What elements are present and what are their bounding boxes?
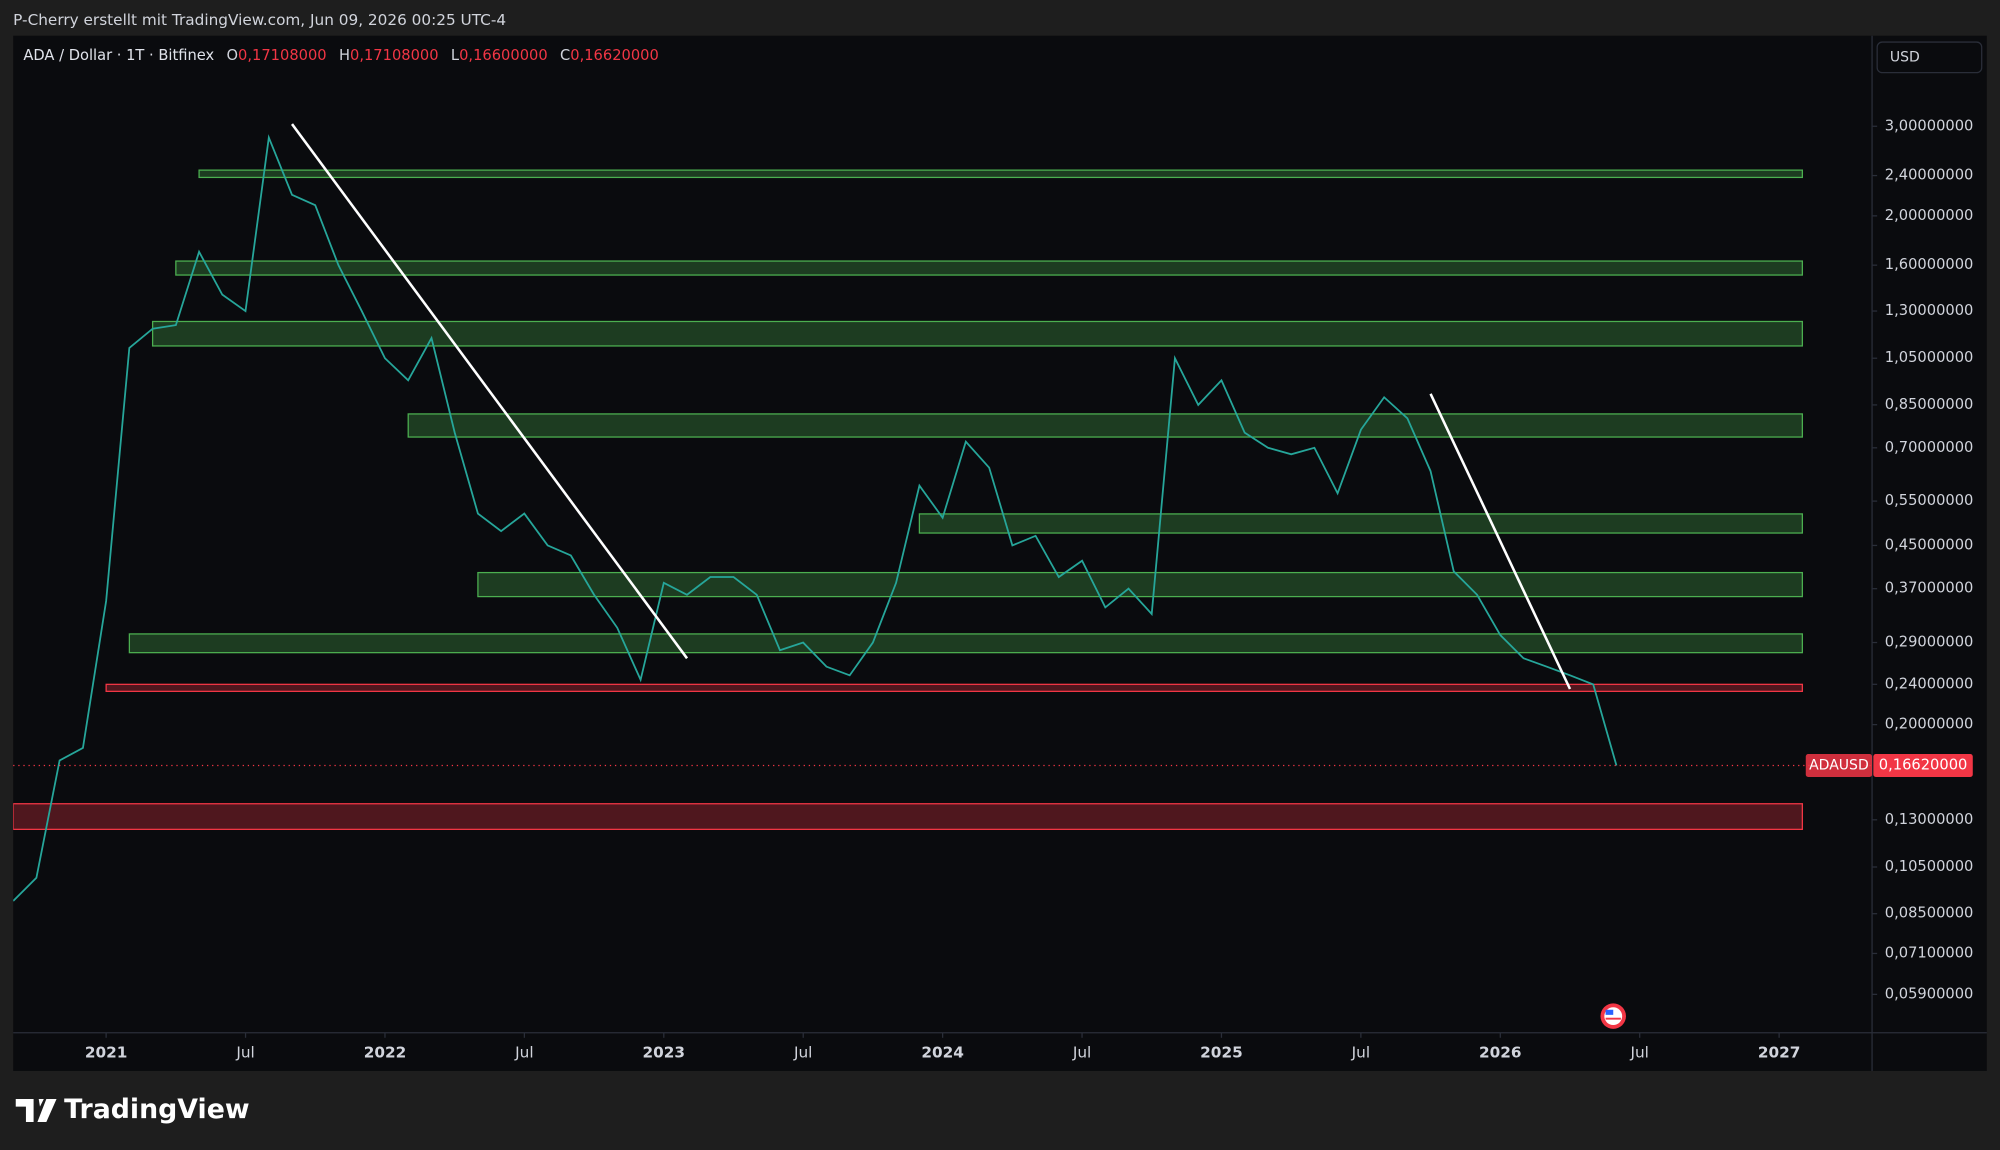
brand: TradingView <box>64 1094 249 1125</box>
ohlc-value: 0,17108000 <box>238 47 327 64</box>
chart-pane <box>13 35 1987 1071</box>
zone <box>151 320 1803 347</box>
x-tick-label: 2025 <box>1200 1044 1243 1062</box>
zone <box>13 803 1803 830</box>
x-tick-label: Jul <box>514 1044 533 1062</box>
price-tag-bg <box>1873 754 1973 778</box>
y-tick-label: 0,20000000 <box>1885 716 1974 733</box>
currency-button[interactable] <box>1876 41 1983 74</box>
y-tick-label: 0,10500000 <box>1885 858 1974 875</box>
ohlc-key: O <box>227 47 239 64</box>
y-tick-label: 1,60000000 <box>1885 256 1974 273</box>
ohlc-value: 0,17108000 <box>350 47 439 64</box>
y-tick-label: 1,30000000 <box>1885 302 1974 319</box>
y-tick-label: 0,70000000 <box>1885 439 1974 456</box>
ohlc-value: 0,16600000 <box>459 47 548 64</box>
y-tick-label: 0,37000000 <box>1885 580 1974 597</box>
zone <box>477 571 1803 598</box>
y-tick-label: 1,05000000 <box>1885 349 1974 366</box>
x-tick-label: Jul <box>793 1044 812 1062</box>
x-tick-label: 2021 <box>85 1044 128 1062</box>
ohlc-key: L <box>451 47 460 64</box>
zone <box>918 513 1803 534</box>
credit: P-Cherry erstellt mit TradingView.com, J… <box>13 11 506 29</box>
x-tick-label: 2024 <box>921 1044 964 1062</box>
x-tick-label: 2022 <box>364 1044 407 1062</box>
y-tick-label: 0,29000000 <box>1885 634 1974 651</box>
event-icon <box>1600 1003 1626 1029</box>
y-tick-label: 0,05900000 <box>1885 985 1974 1002</box>
y-tick-label: 2,00000000 <box>1885 207 1974 224</box>
x-tick-label: 2026 <box>1479 1044 1522 1062</box>
plot <box>13 123 1803 902</box>
zone <box>407 413 1803 438</box>
zone <box>175 260 1803 276</box>
x-tick-label: 2023 <box>643 1044 686 1062</box>
trendline <box>1429 393 1572 690</box>
trendline <box>290 123 689 660</box>
price-tag-name: ADAUSD <box>1809 758 1869 774</box>
x-tick-label: Jul <box>1072 1044 1091 1062</box>
brand-logo <box>15 1099 57 1122</box>
currency[interactable]: USD <box>1890 49 1920 65</box>
y-tick-label: 0,13000000 <box>1885 811 1974 828</box>
plot-area <box>13 123 1803 902</box>
symbol: ADA / Dollar · 1T · Bitfinex <box>23 47 214 64</box>
zone <box>128 633 1803 654</box>
y-tick-label: 0,24000000 <box>1885 675 1974 692</box>
x-tick-label: Jul <box>235 1044 254 1062</box>
legend: ADA / Dollar · 1T · Bitfinex O0,17108000… <box>23 47 658 64</box>
x-tick-label: Jul <box>1629 1044 1648 1062</box>
x-tick-label: 2027 <box>1758 1044 1801 1062</box>
ohlc-key: H <box>339 47 350 64</box>
y-tick-label: 0,07100000 <box>1885 944 1974 961</box>
price-tag-value: 0,16620000 <box>1879 757 1968 774</box>
y-tick-label: 0,45000000 <box>1885 536 1974 553</box>
ohlc-key: C <box>560 47 570 64</box>
y-tick-label: 0,55000000 <box>1885 492 1974 509</box>
ohlc-value: 0,16620000 <box>570 47 659 64</box>
y-tick-label: 0,08500000 <box>1885 905 1974 922</box>
x-tick-label: Jul <box>1351 1044 1370 1062</box>
price-tag-name-bg <box>1805 754 1873 778</box>
y-tick-label: 2,40000000 <box>1885 167 1974 184</box>
zone <box>198 169 1803 179</box>
price-line <box>13 134 1618 902</box>
y-tick-label: 3,00000000 <box>1885 117 1974 134</box>
y-tick-label: 0,85000000 <box>1885 396 1974 413</box>
zone <box>105 683 1803 692</box>
